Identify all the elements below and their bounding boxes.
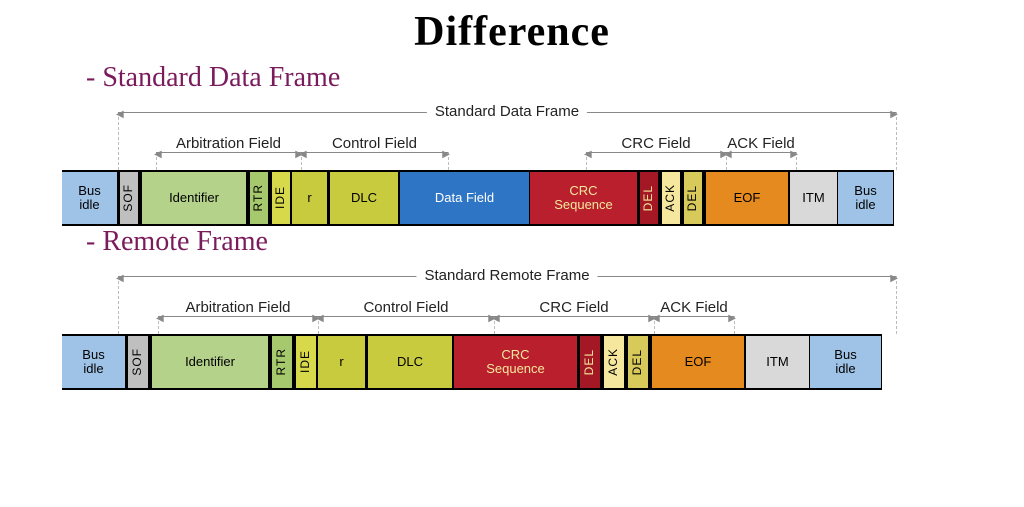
bracket-label: ACK Field: [654, 299, 734, 316]
bracket-top: Standard Data Frame◀▶: [118, 112, 896, 113]
segment-bus-idle: Busidle: [838, 172, 894, 224]
segment-del: DEL: [638, 172, 660, 224]
bracket-extender: [896, 112, 897, 170]
segment-crc-sequence: CRCSequence: [454, 336, 578, 388]
segment-rtr: RTR: [248, 172, 270, 224]
segment-label: Busidle: [82, 348, 104, 377]
segment-itm: ITM: [746, 336, 810, 388]
bracket-label: CRC Field: [494, 299, 654, 316]
segment-label: DEL: [631, 349, 644, 375]
segment-label: CRCSequence: [486, 348, 545, 377]
segment-ack: ACK: [660, 172, 682, 224]
bracket-sub: ACK Field◀▶: [654, 316, 734, 317]
segment-del: DEL: [682, 172, 704, 224]
segment-label: Busidle: [78, 184, 100, 213]
bracket-sub: Control Field◀▶: [318, 316, 494, 317]
segment-dlc: DLC: [328, 172, 400, 224]
segment-label: DEL: [642, 185, 655, 211]
bracket-area: Standard Data Frame◀▶ Arbitration Field◀▶…: [24, 98, 1000, 170]
segment-bus-idle: Busidle: [62, 336, 126, 388]
segment-identifier: Identifier: [150, 336, 270, 388]
segment-bus-idle: Busidle: [810, 336, 882, 388]
bracket-label: ACK Field: [726, 135, 796, 152]
segment-label: SOF: [122, 184, 135, 212]
segment-label: RTR: [252, 184, 265, 211]
segment-label: EOF: [734, 191, 761, 205]
segment-label: Identifier: [185, 355, 235, 369]
section-title: - Standard Data Frame: [86, 62, 1000, 94]
bracket-sub: Arbitration Field◀▶: [156, 152, 301, 153]
frame-section: - Standard Data Frame Standard Data Frame…: [24, 62, 1000, 226]
segment-label: DEL: [686, 185, 699, 211]
bracket-label: Standard Remote Frame: [416, 267, 597, 284]
frame-row: Busidle SOF Identifier RTR IDE r DLC CRCSequenc…: [62, 334, 882, 390]
segment-label: DLC: [397, 355, 423, 369]
segment-label: Identifier: [169, 191, 219, 205]
segment-ack: ACK: [602, 336, 626, 388]
bracket-extender: [896, 276, 897, 334]
segment-label: RTR: [275, 348, 288, 375]
segment-ide: IDE: [294, 336, 318, 388]
bracket-area: Standard Remote Frame◀▶ Arbitration Field…: [24, 262, 1000, 334]
frame-row: Busidle SOF Identifier RTR IDE r DLC Data Field…: [62, 170, 894, 226]
segment-data-field: Data Field: [400, 172, 530, 224]
segment-label: DLC: [351, 191, 377, 205]
bracket-top: Standard Remote Frame◀▶: [118, 276, 896, 277]
segment-label: DEL: [583, 349, 596, 375]
segment-bus-idle: Busidle: [62, 172, 118, 224]
page-title: Difference: [24, 8, 1000, 56]
segment-label: ACK: [664, 184, 677, 212]
segment-del: DEL: [626, 336, 650, 388]
segment-del: DEL: [578, 336, 602, 388]
segment-label: Busidle: [854, 184, 876, 213]
segment-sof: SOF: [118, 172, 140, 224]
segment-label: ACK: [607, 348, 620, 376]
segment-itm: ITM: [790, 172, 838, 224]
segment-label: ITM: [766, 355, 788, 369]
segment-label: IDE: [299, 350, 312, 373]
bracket-sub: Arbitration Field◀▶: [158, 316, 318, 317]
bracket-sub: ACK Field◀▶: [726, 152, 796, 153]
segment-rtr: RTR: [270, 336, 294, 388]
bracket-extender: [118, 112, 119, 170]
segment-label: CRCSequence: [554, 184, 613, 213]
segment-label: r: [307, 191, 311, 205]
frames-container: - Standard Data Frame Standard Data Frame…: [24, 62, 1000, 390]
segment-eof: EOF: [650, 336, 746, 388]
bracket-sub: CRC Field◀▶: [586, 152, 726, 153]
segment-label: IDE: [274, 186, 287, 209]
segment-r: r: [318, 336, 366, 388]
bracket-label: Standard Data Frame: [427, 103, 587, 120]
bracket-label: Arbitration Field: [158, 299, 318, 316]
bracket-sub: CRC Field◀▶: [494, 316, 654, 317]
bracket-label: Control Field: [301, 135, 448, 152]
bracket-label: CRC Field: [586, 135, 726, 152]
segment-sof: SOF: [126, 336, 150, 388]
segment-label: Data Field: [435, 191, 494, 205]
segment-label: SOF: [131, 348, 144, 376]
segment-r: r: [292, 172, 328, 224]
frame-section: - Remote Frame Standard Remote Frame◀▶ Arb…: [24, 226, 1000, 390]
bracket-extender: [118, 276, 119, 334]
bracket-label: Control Field: [318, 299, 494, 316]
segment-ide: IDE: [270, 172, 292, 224]
segment-eof: EOF: [704, 172, 790, 224]
segment-dlc: DLC: [366, 336, 454, 388]
segment-label: Busidle: [834, 348, 856, 377]
bracket-sub: Control Field◀▶: [301, 152, 448, 153]
segment-label: r: [339, 355, 343, 369]
segment-crc-sequence: CRCSequence: [530, 172, 638, 224]
segment-label: ITM: [802, 191, 824, 205]
page: Difference - Standard Data Frame Standard…: [0, 0, 1024, 507]
bracket-label: Arbitration Field: [156, 135, 301, 152]
section-title: - Remote Frame: [86, 226, 1000, 258]
segment-label: EOF: [685, 355, 712, 369]
segment-identifier: Identifier: [140, 172, 248, 224]
